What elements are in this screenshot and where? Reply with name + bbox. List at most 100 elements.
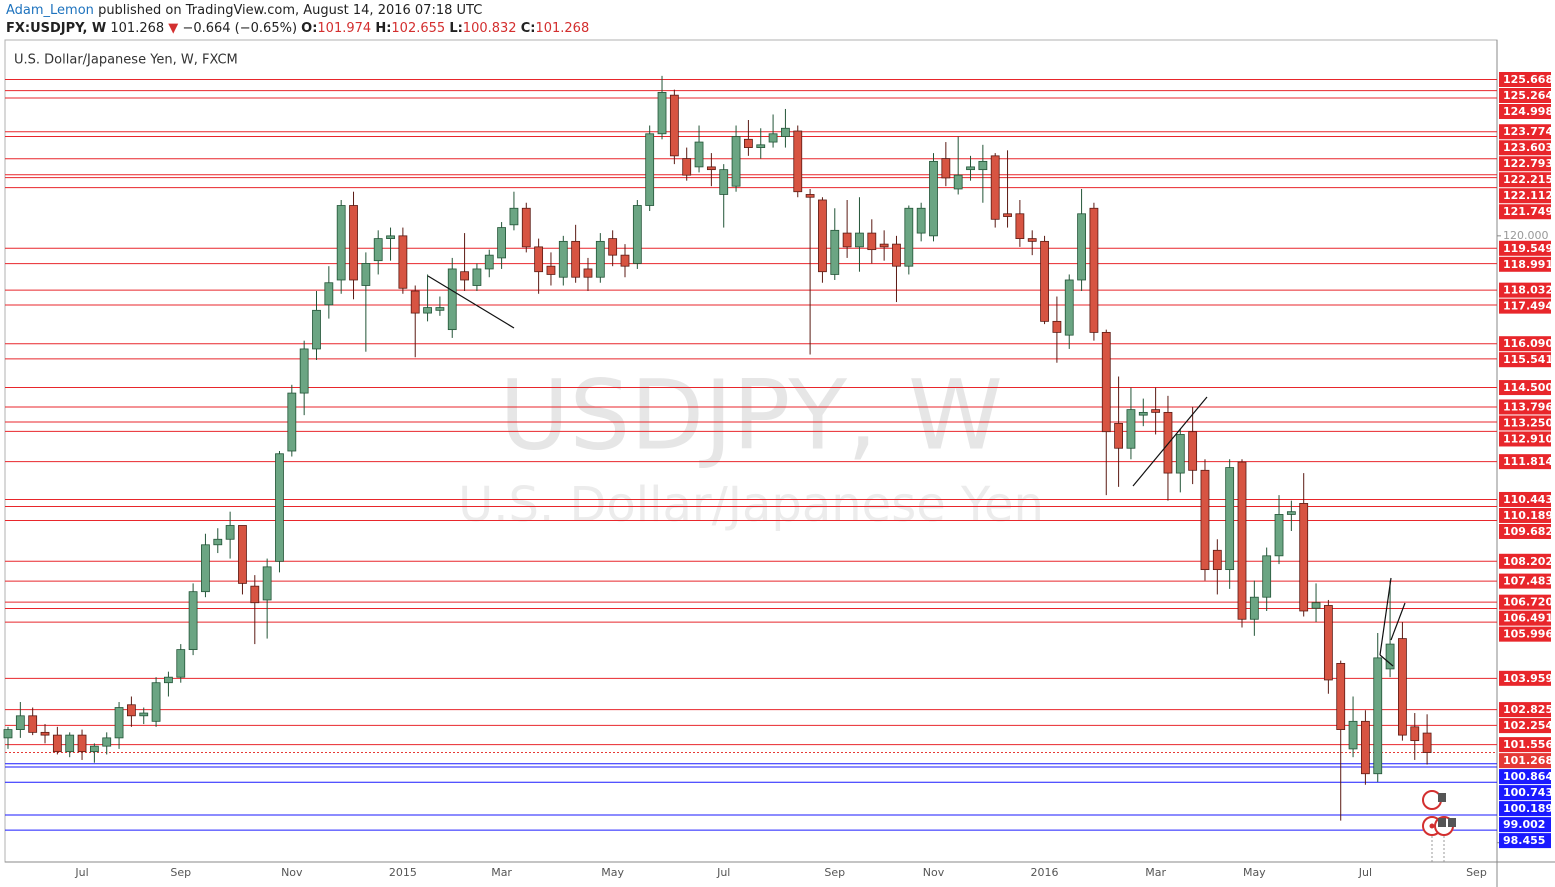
level-tag [1499, 204, 1551, 220]
candle-body [1015, 213, 1025, 240]
candle-body [497, 227, 507, 259]
candle-body [595, 240, 605, 278]
candle-body [768, 133, 778, 143]
candle-body [1101, 331, 1111, 433]
candle-body [114, 707, 124, 739]
candle-body [225, 525, 235, 540]
candle-body [855, 232, 864, 248]
candle-body [645, 133, 655, 206]
candle-body [164, 676, 173, 684]
level-tag [1499, 188, 1551, 204]
watermark-subtitle: U.S. Dollar/Japanese Yen [458, 477, 1044, 533]
candle-body [1286, 511, 1296, 515]
level-label: 105.996 [1503, 628, 1553, 641]
candle-body [805, 194, 815, 198]
level-tag [1499, 670, 1551, 686]
y-tick-label: 120.000 [1503, 229, 1549, 242]
header: Adam_Lemon published on TradingView.com,… [0, 0, 1555, 40]
candle-body [916, 207, 926, 234]
level-label: 110.443 [1503, 493, 1553, 506]
level-label: 98.455 [1503, 834, 1545, 847]
author-link[interactable]: Adam_Lemon [6, 3, 94, 18]
candle-body [1398, 638, 1407, 736]
level-tag [1499, 298, 1551, 314]
level-tag [1499, 626, 1551, 642]
candles [3, 75, 1432, 821]
ohlc-label: C: [520, 21, 536, 36]
level-label: 100.189 [1503, 802, 1553, 815]
candle-body [287, 392, 297, 452]
candle-body [830, 229, 840, 275]
candle-body [77, 734, 87, 753]
watermark: USDJPY, W [499, 359, 1003, 471]
candle-body [201, 544, 210, 593]
candle-body [546, 265, 556, 275]
candle-body [262, 566, 272, 601]
publish-row: Adam_Lemon published on TradingView.com,… [6, 3, 482, 18]
level-label: 106.491 [1503, 612, 1553, 625]
level-label: 122.215 [1503, 173, 1553, 186]
candle-body [15, 715, 25, 730]
level-label: 119.549 [1503, 242, 1553, 255]
candle-body [534, 246, 544, 273]
candle-body [1114, 423, 1123, 449]
publish-info: published on TradingView.com, August 14,… [98, 3, 483, 18]
candle-body [435, 307, 445, 311]
candle-body [657, 92, 667, 135]
candle-body [398, 235, 408, 289]
level-tag [1499, 156, 1551, 172]
candle-body [867, 232, 877, 251]
candle-body [793, 130, 803, 193]
level-label: 121.749 [1503, 205, 1553, 218]
level-label: 125.264 [1503, 89, 1553, 102]
candle-body [669, 94, 679, 157]
candle-body [842, 232, 852, 248]
candle-body [1385, 643, 1395, 670]
x-tick-label: Jul [1358, 866, 1372, 879]
candle-body [484, 254, 494, 270]
level-tag [1499, 702, 1551, 718]
candle-body [213, 538, 223, 546]
level-tag [1499, 801, 1551, 817]
candle-body [65, 734, 75, 753]
level-label: 106.720 [1503, 596, 1553, 609]
level-tag [1499, 769, 1551, 785]
candle-body [361, 263, 371, 286]
trendline [1390, 602, 1406, 641]
candle-body [509, 207, 519, 226]
candle-body [1175, 434, 1185, 474]
level-label: 103.959 [1503, 672, 1553, 685]
candle-body [558, 240, 568, 278]
level-tag [1499, 817, 1551, 833]
x-tick-label: Nov [281, 866, 303, 879]
x-tick-label: Mar [1145, 866, 1166, 879]
candle-body [1422, 732, 1432, 753]
level-label: 123.603 [1503, 141, 1553, 154]
x-tick-label: Jul [74, 866, 88, 879]
trendline [1379, 654, 1394, 667]
ohlc-h: H:102.655 [375, 21, 445, 36]
candle-body [312, 309, 321, 350]
level-label: 102.825 [1503, 703, 1553, 716]
level-label: 113.250 [1503, 416, 1553, 429]
level-label: 122.112 [1503, 189, 1553, 202]
level-label: 122.793 [1503, 157, 1553, 170]
level-tag [1499, 172, 1551, 188]
candle-body [719, 169, 729, 195]
event-badge [1448, 818, 1456, 827]
level-tag [1499, 833, 1551, 849]
candle-body [1027, 238, 1037, 242]
candle-body [250, 585, 260, 604]
candle-body [1151, 409, 1161, 413]
last-price: 101.268 [110, 21, 165, 36]
candle-body [127, 704, 136, 717]
candle-body [1163, 411, 1173, 474]
candle-body [1299, 503, 1309, 612]
level-tag [1499, 72, 1551, 88]
x-tick-label: Sep [1466, 866, 1487, 879]
level-label: 117.494 [1503, 300, 1553, 313]
candle-body [608, 238, 618, 256]
candle-body [386, 235, 395, 240]
x-tick-label: 2016 [1031, 866, 1059, 879]
